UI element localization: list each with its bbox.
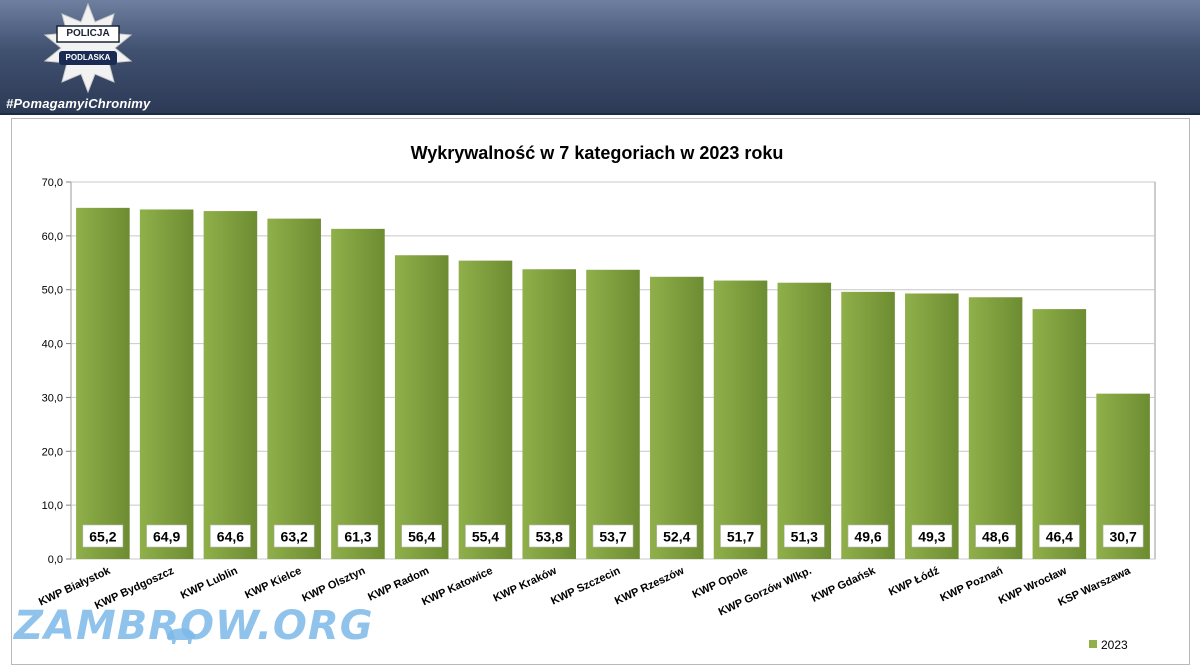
data-label-box	[465, 524, 506, 548]
y-tick-label: 60,0	[42, 231, 63, 243]
data-label: 49,3	[918, 529, 945, 545]
data-label-box	[975, 524, 1016, 548]
bar	[1032, 309, 1087, 559]
data-label-box	[210, 524, 251, 548]
x-tick-label: KSP Warszawa	[1056, 564, 1133, 608]
y-tick-label: 30,0	[42, 392, 63, 404]
bar	[968, 297, 1023, 559]
bar-chart: Wykrywalność w 7 kategoriach w 2023 roku…	[37, 143, 1156, 652]
bar	[841, 291, 895, 559]
hashtag-label: #PomagamyiChronimy	[6, 96, 151, 111]
data-label: 63,2	[281, 529, 308, 545]
data-label-box	[1039, 524, 1080, 548]
bar	[203, 211, 258, 559]
bar	[905, 293, 959, 559]
data-label: 53,8	[536, 529, 563, 545]
bar	[331, 228, 385, 559]
x-tick-label: KWP Szczecin	[549, 565, 622, 608]
police-star-icon	[43, 2, 133, 94]
data-label: 55,4	[472, 529, 499, 545]
x-tick-label: KWP Kraków	[492, 565, 559, 605]
x-tick-label: KWP Lublin	[179, 565, 240, 602]
bar	[394, 255, 449, 559]
data-label: 64,6	[217, 529, 244, 545]
badge-top-label: POLICJA	[66, 28, 110, 39]
data-label: 64,9	[153, 529, 180, 545]
x-tick-label: KWP Katowice	[420, 565, 495, 608]
data-label-box	[720, 524, 761, 548]
x-tick-label: KWP Poznań	[938, 565, 1005, 605]
y-tick-label: 10,0	[42, 500, 63, 512]
y-tick-label: 50,0	[42, 285, 63, 297]
y-tick-label: 70,0	[42, 177, 63, 189]
data-label-box	[401, 524, 443, 548]
legend-swatch	[1089, 640, 1097, 648]
x-tick-label: KWP Gdańsk	[810, 564, 878, 604]
bar	[777, 282, 832, 559]
watermark-text: ZAMBROW.ORG	[14, 603, 374, 649]
data-label: 65,2	[89, 529, 116, 545]
bison-icon	[167, 628, 195, 644]
bar	[649, 276, 704, 559]
data-label-box	[783, 524, 825, 548]
bar	[586, 269, 640, 559]
y-tick-label: 40,0	[42, 339, 63, 351]
data-label-box	[273, 524, 315, 548]
data-label: 51,3	[791, 529, 818, 545]
bar	[522, 269, 577, 559]
data-label-box	[847, 524, 889, 548]
x-tick-label: KWP Kielce	[243, 565, 303, 602]
x-tick-label: KWP Łódź	[887, 565, 942, 599]
chart-frame: Wykrywalność w 7 kategoriach w 2023 roku…	[11, 118, 1190, 665]
data-label-box	[592, 524, 634, 548]
data-label-box	[146, 524, 187, 548]
y-tick-label: 20,0	[42, 446, 63, 458]
data-label: 61,3	[344, 529, 371, 545]
data-label: 49,6	[854, 529, 881, 545]
header-banner	[0, 0, 1200, 115]
data-label: 51,7	[727, 529, 754, 545]
chart-title: Wykrywalność w 7 kategoriach w 2023 roku	[411, 143, 784, 163]
data-label: 53,7	[599, 529, 626, 545]
data-label: 30,7	[1109, 529, 1136, 545]
data-label-box	[911, 524, 953, 548]
y-tick-label: 0,0	[48, 554, 63, 566]
data-label-box	[1102, 524, 1144, 548]
x-tick-label: KWP Rzeszów	[613, 565, 686, 608]
data-label: 48,6	[982, 529, 1009, 545]
bar	[713, 280, 768, 559]
bar	[458, 260, 513, 559]
data-label-box	[337, 524, 379, 548]
legend-label: 2023	[1101, 638, 1128, 652]
data-label: 46,4	[1046, 529, 1073, 545]
data-label: 56,4	[408, 529, 435, 545]
badge-bottom-label: PODLASKA	[65, 53, 111, 62]
data-label-box	[528, 524, 570, 548]
data-label: 52,4	[663, 529, 690, 545]
x-tick-label: KWP Olsztyn	[300, 565, 367, 605]
data-label-box	[82, 524, 124, 548]
bar	[76, 207, 130, 559]
bar	[267, 218, 321, 559]
data-label-box	[656, 524, 698, 548]
bar	[139, 209, 194, 559]
